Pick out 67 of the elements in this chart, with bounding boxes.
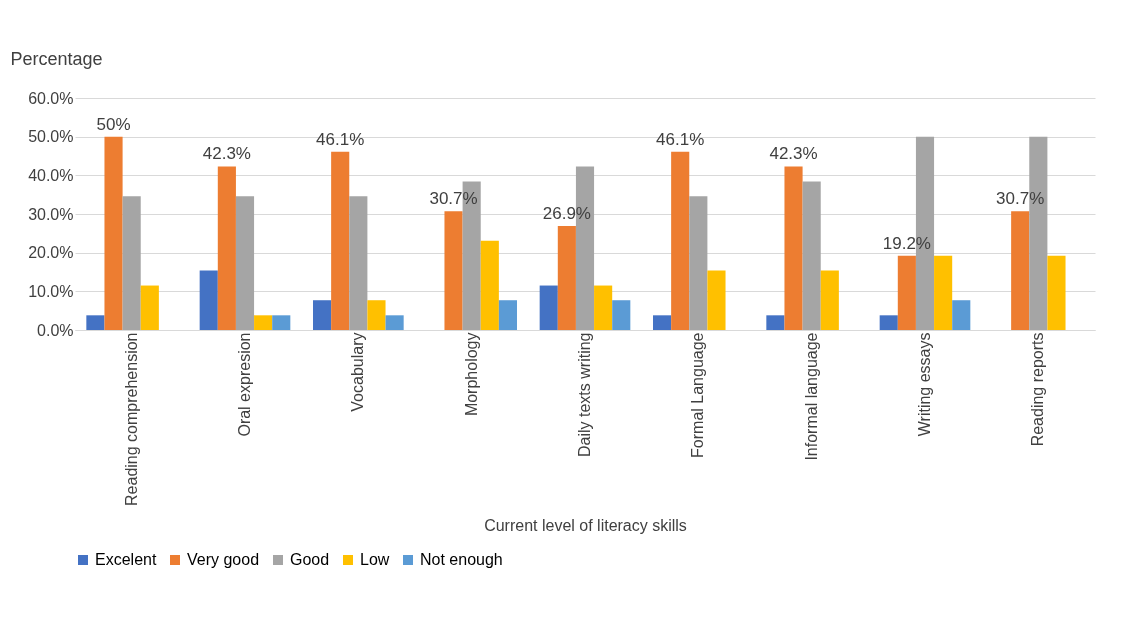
legend-label: Very good <box>187 551 260 568</box>
data-label: 30.7% <box>429 189 478 209</box>
bar <box>671 151 690 330</box>
bar <box>1047 255 1066 330</box>
x-tick-label: Informal language <box>802 332 820 461</box>
bar <box>385 315 404 330</box>
bar <box>367 300 386 330</box>
bar <box>766 315 785 330</box>
bar <box>349 196 368 330</box>
bar <box>612 300 631 330</box>
bar <box>934 255 953 330</box>
data-label: 42.3% <box>202 144 251 164</box>
bar <box>235 196 255 330</box>
bar <box>444 211 463 330</box>
bar <box>480 240 499 330</box>
bar <box>217 166 236 330</box>
bar <box>952 300 971 330</box>
bar <box>594 285 613 330</box>
y-tick-label: 30.0% <box>28 205 74 223</box>
y-tick-label: 60.0% <box>28 89 74 107</box>
y-tick-label: 40.0% <box>28 166 74 184</box>
legend-label: Not enough <box>420 551 503 568</box>
bar <box>557 225 576 330</box>
x-tick-label: Oral expresion <box>236 332 253 437</box>
x-tick-label: Reading reports <box>1029 332 1047 447</box>
data-label: 26.9% <box>542 203 591 223</box>
bar <box>498 300 517 330</box>
bar <box>254 315 273 330</box>
x-tick-label: Writing essays <box>916 332 933 437</box>
legend-label: Good <box>290 551 330 568</box>
data-label: 50% <box>96 114 131 134</box>
y-tick-label: 50.0% <box>28 128 74 146</box>
bar <box>272 315 291 330</box>
bar <box>707 270 726 330</box>
x-tick-label: Morphology <box>462 332 480 417</box>
x-tick-label: Reading comprehension <box>122 332 140 506</box>
y-axis-title: Percentage <box>10 48 103 69</box>
data-label: 46.1% <box>656 129 705 149</box>
y-tick-label: 0.0% <box>37 321 74 339</box>
bar <box>689 196 708 330</box>
bar <box>653 315 672 330</box>
bar <box>86 315 105 330</box>
x-axis-title: Current level of literacy skills <box>484 516 687 534</box>
bar <box>820 270 839 330</box>
data-label: 42.3% <box>769 144 818 164</box>
legend-label: Low <box>360 551 390 568</box>
data-label: 30.7% <box>996 189 1045 209</box>
bar <box>104 136 123 330</box>
bar <box>313 300 332 330</box>
data-label: 19.2% <box>882 233 931 253</box>
x-tick-label: Vocabulary <box>349 332 367 412</box>
y-tick-label: 10.0% <box>28 282 74 300</box>
legend-label: Excelent <box>95 551 157 568</box>
bar <box>539 285 558 330</box>
bar <box>802 181 821 330</box>
x-tick-label: Formal Language <box>689 332 707 458</box>
bar <box>140 285 159 330</box>
x-tick-label: Daily texts writing <box>576 332 593 457</box>
y-tick-label: 20.0% <box>28 244 74 262</box>
bar <box>122 196 141 330</box>
bar <box>199 270 218 330</box>
bar <box>331 151 350 330</box>
bar <box>879 315 898 330</box>
bar <box>1011 211 1030 330</box>
bar <box>897 255 916 330</box>
bar <box>784 166 803 330</box>
data-label: 46.1% <box>316 129 365 149</box>
